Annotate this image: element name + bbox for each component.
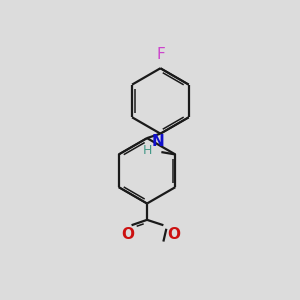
Text: H: H [143,144,152,157]
Text: F: F [156,47,165,62]
Text: O: O [122,227,134,242]
Text: O: O [167,227,180,242]
Text: N: N [151,134,164,149]
